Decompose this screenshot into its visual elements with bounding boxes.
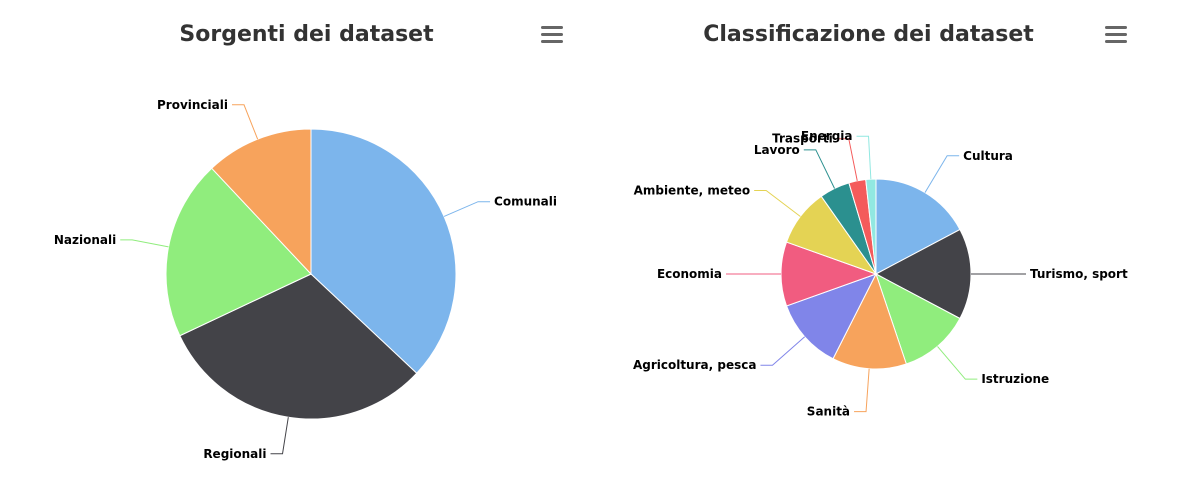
data-label-cultura: Cultura: [963, 149, 1013, 163]
connector-cultura: [924, 155, 960, 193]
data-label-regionali: Regionali: [203, 447, 266, 461]
connector-provinciali: [232, 104, 259, 140]
connector-regionali: [270, 417, 289, 455]
data-label-nazionali: Nazionali: [54, 233, 116, 247]
connector-istruzione: [937, 346, 978, 380]
connector-trasporti: [836, 138, 858, 181]
pie-chart-sources: Comunali Regionali Nazionali Provinciali: [54, 98, 557, 461]
data-label-lavoro: Lavoro: [754, 143, 800, 157]
pie-slice-provinciali[interactable]: [211, 128, 312, 276]
pie-slice-istruzione[interactable]: [875, 272, 961, 365]
connector-lavoro: [803, 149, 836, 189]
data-label-energia: Energia: [801, 129, 853, 143]
hamburger-menu-icon[interactable]: [1105, 26, 1127, 46]
data-label-istruzione: Istruzione: [981, 372, 1049, 386]
connector-nazionali: [120, 239, 169, 248]
pie-slice-cultura[interactable]: [875, 178, 961, 275]
pie-slice-regionali[interactable]: [179, 273, 418, 420]
data-label-sanita: Sanità: [807, 405, 850, 419]
pie-slice-economia[interactable]: [780, 241, 878, 307]
connector-comunali: [443, 201, 491, 217]
chart-sources: Sorgenti dei dataset Comunali Regionali Na…: [54, 22, 563, 461]
chart-title: Sorgenti dei dataset: [179, 22, 434, 47]
pie-chart-classification: Cultura Turismo, sport Istruzione Sanità Agr…: [633, 129, 1128, 419]
data-label-provinciali: Provinciali: [157, 98, 228, 112]
pie-slice-sanita[interactable]: [832, 272, 907, 370]
data-label-trasporti: Trasporti: [772, 132, 833, 146]
data-label-comunali: Comunali: [494, 195, 557, 209]
data-label-ambiente-meteo: Ambiente, meteo: [634, 183, 751, 197]
pie-slice-nazionali[interactable]: [165, 167, 312, 337]
connector-agricoltura-pesca: [760, 336, 806, 366]
data-label-turismo-sport: Turismo, sport: [1030, 267, 1128, 281]
hamburger-menu-icon[interactable]: [541, 26, 563, 46]
connector-sanita: [854, 368, 870, 413]
pie-slice-agricoltura-pesca[interactable]: [785, 273, 878, 360]
data-label-agricoltura-pesca: Agricoltura, pesca: [633, 358, 757, 372]
pie-slice-energia[interactable]: [865, 178, 877, 275]
pie-slice-comunali[interactable]: [310, 128, 457, 374]
connector-energia: [856, 135, 872, 180]
chart-title: Classificazione dei dataset: [703, 22, 1034, 47]
connector-ambiente-meteo: [754, 189, 801, 217]
chart-classification: Classificazione dei dataset Cultura Turis…: [597, 0, 1194, 486]
data-label-economia: Economia: [657, 267, 722, 281]
